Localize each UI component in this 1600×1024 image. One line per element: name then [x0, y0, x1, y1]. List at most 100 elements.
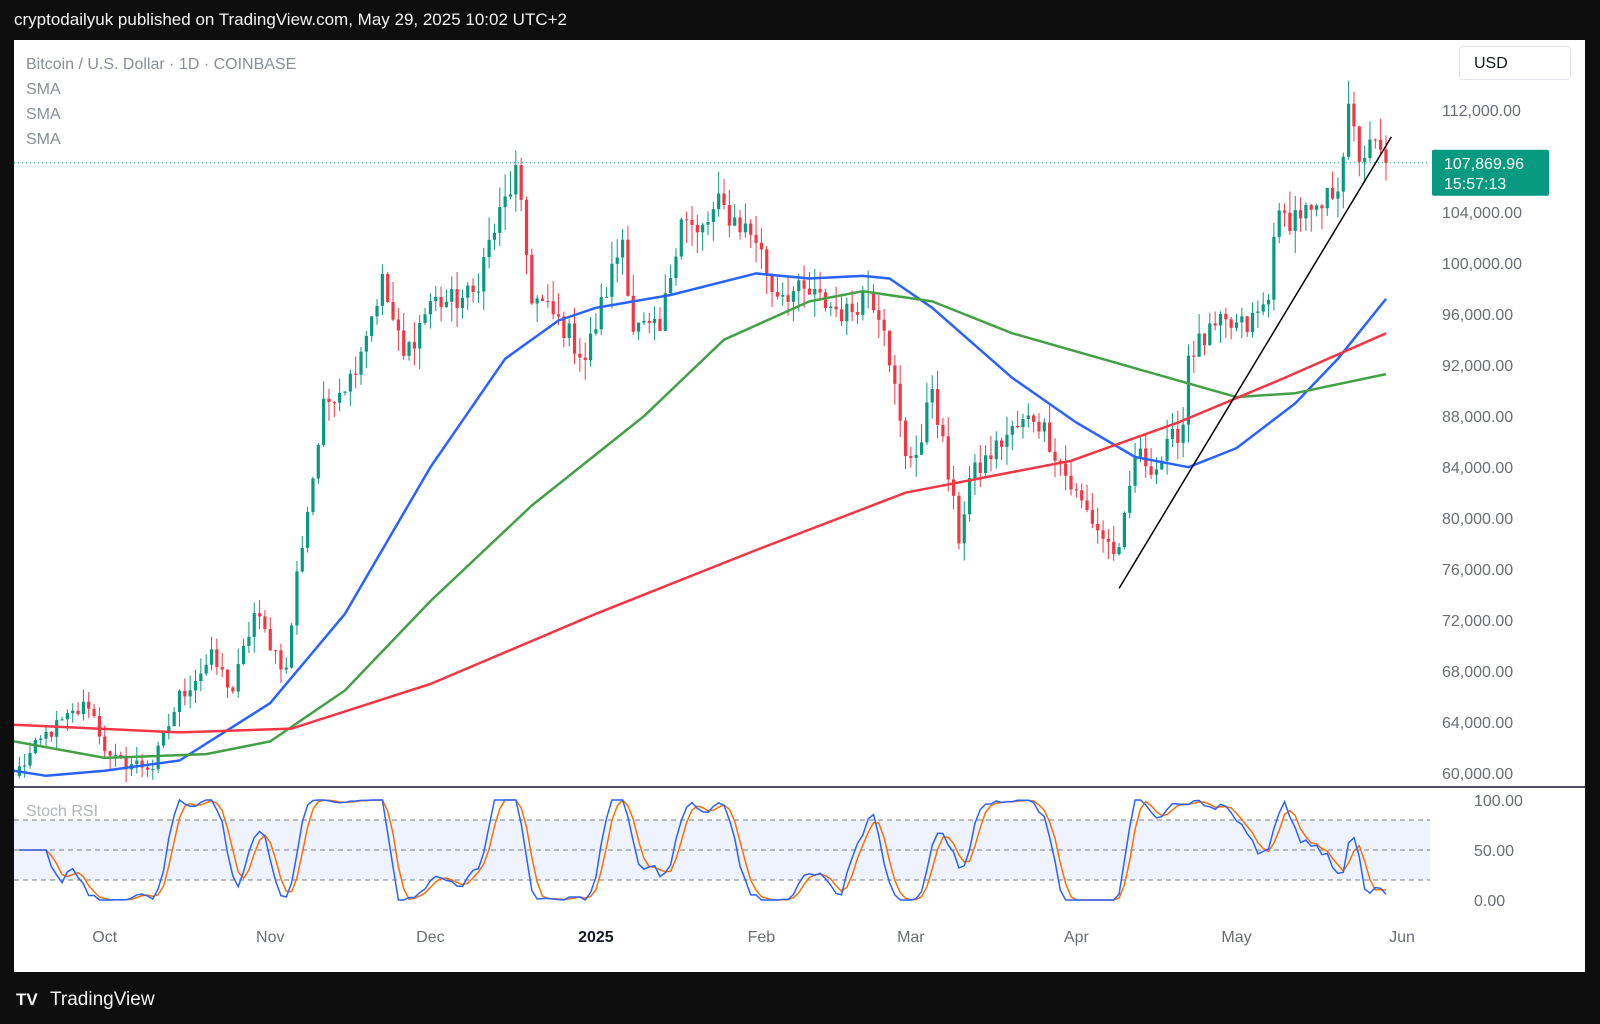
currency-button[interactable]: USD [1459, 46, 1571, 80]
candle-body[interactable] [113, 754, 118, 756]
candle-body[interactable] [658, 318, 662, 331]
candle-body[interactable] [1149, 466, 1153, 475]
candle-body[interactable] [1106, 538, 1110, 542]
candle-body[interactable] [599, 297, 603, 330]
candle-body[interactable] [1080, 490, 1084, 501]
candle-body[interactable] [119, 754, 123, 757]
candle-body[interactable] [524, 199, 529, 255]
candle-body[interactable] [818, 288, 822, 293]
candle-body[interactable] [1192, 355, 1196, 357]
candle-body[interactable] [978, 462, 982, 474]
candle-body[interactable] [257, 613, 262, 617]
candle-body[interactable] [60, 719, 64, 721]
candle-body[interactable] [887, 330, 892, 366]
candle-body[interactable] [327, 398, 331, 402]
candle-body[interactable] [482, 257, 486, 292]
candle-body[interactable] [615, 257, 619, 264]
candle-body[interactable] [247, 636, 251, 646]
indicator-sma-1[interactable]: SMA [26, 81, 61, 98]
candle-body[interactable] [55, 720, 59, 737]
candle-body[interactable] [855, 311, 860, 315]
candle-body[interactable] [466, 285, 470, 298]
candle-body[interactable] [1234, 322, 1239, 328]
candle-body[interactable] [1309, 204, 1313, 210]
candle-body[interactable] [802, 280, 806, 289]
brand-name[interactable]: TradingView [50, 989, 155, 1010]
candle-body[interactable] [1165, 438, 1169, 461]
candle-body[interactable] [1298, 210, 1303, 219]
candle-body[interactable] [903, 420, 908, 457]
candle-body[interactable] [983, 455, 988, 474]
candle-body[interactable] [76, 710, 80, 715]
candle-body[interactable] [813, 288, 817, 295]
candle-body[interactable] [1176, 428, 1180, 443]
candle-body[interactable] [1240, 316, 1244, 323]
candle-body[interactable] [44, 731, 48, 739]
candle-body[interactable] [375, 305, 379, 317]
candle-body[interactable] [679, 219, 683, 257]
candle-body[interactable] [1288, 212, 1292, 232]
candle-body[interactable] [28, 753, 32, 766]
candle-body[interactable] [583, 357, 587, 361]
candle-body[interactable] [455, 289, 459, 308]
candle-body[interactable] [412, 342, 416, 349]
candle-body[interactable] [519, 165, 523, 200]
candle-body[interactable] [1368, 139, 1372, 159]
candle-body[interactable] [717, 193, 721, 210]
candle-body[interactable] [428, 301, 433, 315]
candle-body[interactable] [871, 291, 876, 311]
candle-body[interactable] [1277, 210, 1281, 237]
candle-body[interactable] [1330, 187, 1335, 199]
candle-body[interactable] [343, 391, 347, 393]
candle-body[interactable] [252, 613, 256, 637]
candle-body[interactable] [209, 649, 214, 665]
candle-body[interactable] [530, 254, 534, 304]
candle-body[interactable] [695, 224, 699, 233]
candle-body[interactable] [434, 296, 438, 302]
candle-body[interactable] [1101, 530, 1105, 539]
candle-body[interactable] [962, 514, 966, 544]
candle-body[interactable] [1096, 523, 1100, 531]
candle-body[interactable] [273, 650, 278, 652]
candle-body[interactable] [786, 295, 790, 302]
candle-body[interactable] [610, 263, 614, 297]
candle-body[interactable] [642, 320, 646, 323]
candle-body[interactable] [172, 712, 176, 727]
candle-body[interactable] [1085, 500, 1089, 511]
stoch-k-line[interactable] [19, 798, 1387, 901]
candle-body[interactable] [620, 239, 625, 258]
candle-body[interactable] [338, 392, 342, 403]
candle-body[interactable] [877, 310, 881, 320]
candle-body[interactable] [567, 323, 571, 338]
candle-body[interactable] [1218, 313, 1223, 326]
candle-body[interactable] [71, 710, 75, 714]
candle-body[interactable] [706, 222, 710, 225]
candle-body[interactable] [370, 316, 374, 336]
candle-body[interactable] [1133, 456, 1137, 486]
candle-body[interactable] [604, 296, 609, 298]
candle-body[interactable] [989, 455, 993, 460]
candle-body[interactable] [124, 756, 128, 770]
candle-body[interactable] [188, 690, 192, 697]
candle-body[interactable] [87, 701, 91, 709]
candle-body[interactable] [103, 736, 107, 752]
candle-body[interactable] [1202, 333, 1207, 346]
candle-body[interactable] [727, 205, 731, 226]
candle-body[interactable] [759, 242, 763, 250]
candle-body[interactable] [861, 292, 865, 315]
candle-body[interactable] [487, 239, 491, 258]
candle-body[interactable] [733, 217, 737, 226]
candle-body[interactable] [92, 708, 96, 717]
candle-body[interactable] [140, 760, 144, 768]
candle-body[interactable] [1341, 156, 1345, 192]
candle-body[interactable] [898, 383, 902, 421]
candle-body[interactable] [476, 291, 481, 293]
candle-body[interactable] [364, 335, 368, 352]
candle-body[interactable] [1320, 205, 1324, 209]
candle-body[interactable] [1048, 422, 1052, 452]
candle-body[interactable] [215, 649, 219, 668]
candle-body[interactable] [631, 295, 635, 332]
candle-body[interactable] [1005, 434, 1009, 447]
candle-body[interactable] [231, 687, 235, 692]
candle-body[interactable] [775, 292, 780, 297]
